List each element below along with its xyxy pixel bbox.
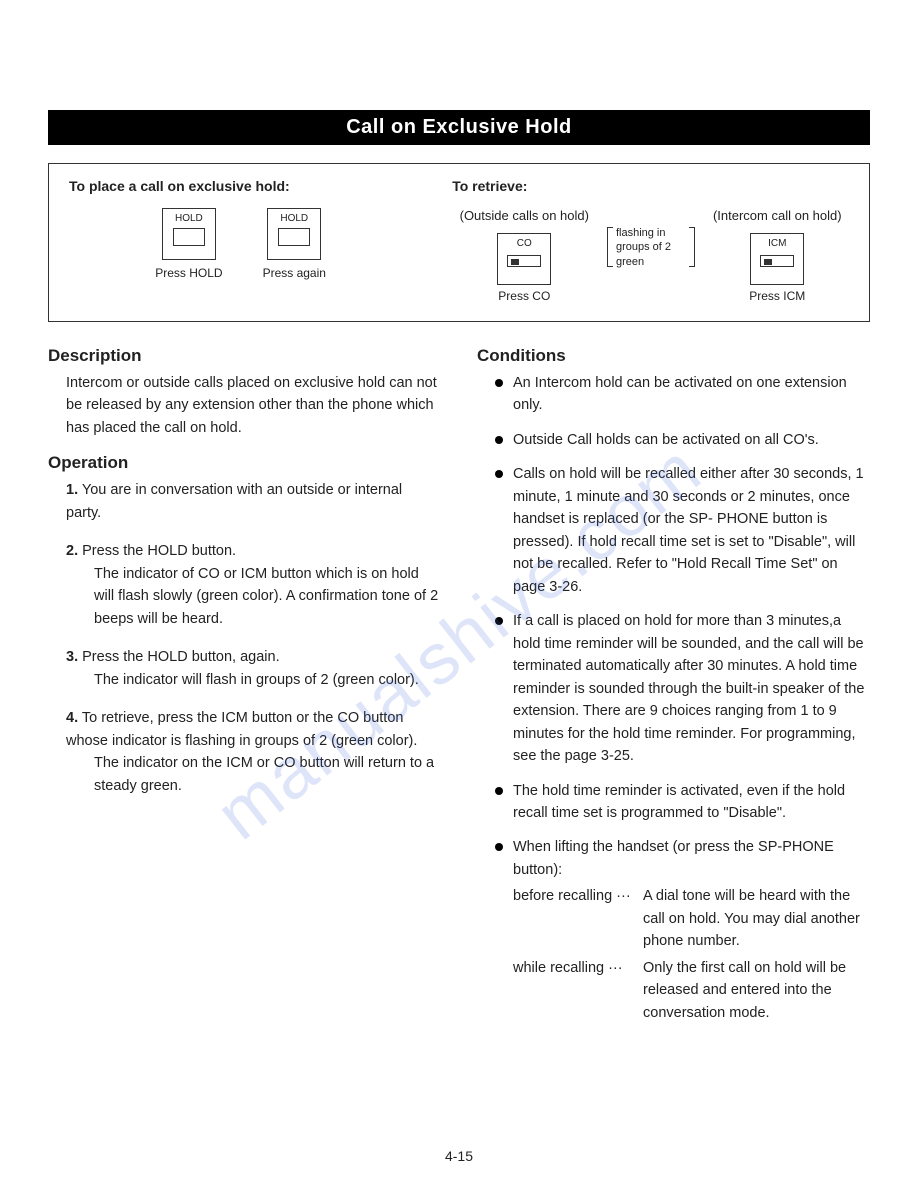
page-title: Call on Exclusive Hold bbox=[346, 116, 572, 138]
icm-key-icon: ICM bbox=[750, 233, 804, 285]
while-recalling-body: Only the first call on hold will be rele… bbox=[643, 957, 870, 1024]
operation-step-1: 1. You are in conversation with an outsi… bbox=[66, 479, 441, 524]
press-icm-label: Press ICM bbox=[749, 289, 805, 303]
condition-2: Outside Call holds can be activated on a… bbox=[495, 429, 870, 451]
operation-list: 1. You are in conversation with an outsi… bbox=[66, 479, 441, 797]
right-column: Conditions An Intercom hold can be activ… bbox=[477, 340, 870, 1036]
intercom-call-col: (Intercom call on hold) ICM Press ICM bbox=[713, 208, 842, 303]
page-title-bar: Call on Exclusive Hold bbox=[48, 110, 870, 145]
condition-1: An Intercom hold can be activated on one… bbox=[495, 372, 870, 417]
hold-key-icon: HOLD bbox=[162, 208, 216, 260]
before-recalling-body: A dial tone will be heard with the call … bbox=[643, 885, 870, 952]
description-heading: Description bbox=[48, 346, 441, 366]
condition-3: Calls on hold will be recalled either af… bbox=[495, 463, 870, 598]
diagram-retrieve-section: To retrieve: (Outside calls on hold) CO … bbox=[452, 178, 849, 303]
outside-label: (Outside calls on hold) bbox=[460, 208, 589, 223]
operation-step-3: 3. Press the HOLD button, again. The ind… bbox=[66, 646, 441, 691]
place-heading: To place a call on exclusive hold: bbox=[69, 178, 412, 194]
press-again-label: Press again bbox=[263, 266, 326, 280]
operation-heading: Operation bbox=[48, 453, 441, 473]
outside-calls-col: (Outside calls on hold) CO Press CO bbox=[460, 208, 589, 303]
co-key-icon: CO bbox=[497, 233, 551, 285]
condition-6: When lifting the handset (or press the S… bbox=[495, 836, 870, 1024]
description-body: Intercom or outside calls placed on excl… bbox=[66, 372, 441, 439]
flash-note: flashing in groups of 2 green bbox=[607, 208, 695, 269]
operation-step-4: 4. To retrieve, press the ICM button or … bbox=[66, 707, 441, 797]
hold-button-2: HOLD Press again bbox=[263, 208, 326, 280]
hold-button-1: HOLD Press HOLD bbox=[155, 208, 222, 280]
conditions-list: An Intercom hold can be activated on one… bbox=[495, 372, 870, 1024]
press-hold-label: Press HOLD bbox=[155, 266, 222, 280]
procedure-diagram: To place a call on exclusive hold: HOLD … bbox=[48, 163, 870, 322]
hold-key-icon: HOLD bbox=[267, 208, 321, 260]
condition-5: The hold time reminder is activated, eve… bbox=[495, 780, 870, 825]
press-co-label: Press CO bbox=[498, 289, 550, 303]
retrieve-heading: To retrieve: bbox=[452, 178, 849, 194]
diagram-place-section: To place a call on exclusive hold: HOLD … bbox=[69, 178, 412, 303]
left-column: Description Intercom or outside calls pl… bbox=[48, 340, 441, 1036]
while-recalling-label: while recalling ··· bbox=[513, 957, 643, 1024]
intercom-label: (Intercom call on hold) bbox=[713, 208, 842, 223]
conditions-heading: Conditions bbox=[477, 346, 870, 366]
condition-4: If a call is placed on hold for more tha… bbox=[495, 610, 870, 767]
page-number: 4-15 bbox=[445, 1148, 473, 1164]
before-recalling-label: before recalling ··· bbox=[513, 885, 643, 952]
content-columns: Description Intercom or outside calls pl… bbox=[48, 340, 870, 1036]
operation-step-2: 2. Press the HOLD button. The indicator … bbox=[66, 540, 441, 630]
